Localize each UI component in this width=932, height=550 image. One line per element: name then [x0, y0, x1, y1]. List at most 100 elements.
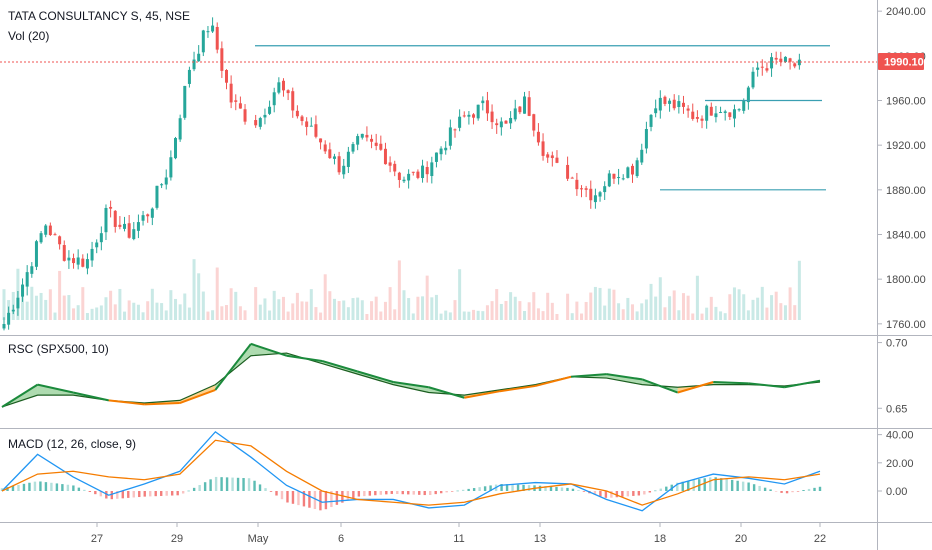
macd-label[interactable]: MACD (12, 26, close, 9)	[8, 437, 136, 451]
price-pane[interactable]	[2, 17, 831, 331]
candle-body	[434, 152, 438, 162]
volume-bar	[76, 305, 80, 320]
symbol-label[interactable]: TATA CONSULTANCY S, 45, NSE	[8, 9, 190, 23]
candle-body	[797, 59, 801, 66]
time-axis[interactable]: 27 29 May 6 11 13 18 20 22	[91, 522, 826, 545]
macd-histogram-bar	[346, 491, 350, 501]
macd-histogram-bar	[44, 482, 48, 491]
rsc-line-segment	[535, 375, 572, 387]
candle-body	[672, 99, 676, 109]
volume-bar	[458, 269, 462, 320]
candle-body	[136, 222, 140, 231]
candle-body	[201, 30, 205, 53]
candle-body	[476, 104, 480, 119]
volume-bar	[104, 297, 108, 320]
volume-label[interactable]: Vol (20)	[8, 29, 49, 43]
candle-body	[141, 215, 145, 221]
candle-body	[719, 111, 723, 113]
macd-axis[interactable]: 40.00 20.00 0.00	[877, 430, 914, 498]
candle-body	[481, 100, 485, 104]
price-axis-label: 1920.00	[886, 140, 926, 152]
macd-histogram-bar	[88, 491, 92, 492]
volume-bar	[677, 310, 681, 320]
rsc-pane[interactable]	[1, 342, 821, 408]
macd-histogram-bar	[77, 487, 81, 491]
candle-body	[81, 258, 85, 267]
volume-bar	[425, 275, 429, 320]
candle-body	[728, 112, 732, 117]
volume-bar	[476, 310, 480, 320]
macd-histogram-bar	[450, 491, 454, 492]
macd-histogram-bar	[313, 491, 317, 510]
volume-bar	[566, 293, 570, 320]
volume-bar	[541, 311, 545, 320]
candle-body	[243, 109, 247, 122]
macd-histogram-bar	[549, 486, 553, 491]
macd-histogram-bar	[264, 488, 267, 491]
macd-histogram-bar	[50, 482, 53, 491]
candle-body	[580, 188, 584, 190]
volume-bar	[183, 293, 187, 320]
current-price-tag: 1990.10	[884, 57, 924, 69]
macd-histogram-bar	[396, 491, 399, 494]
macd-histogram-bar	[160, 491, 163, 496]
volume-bar	[136, 304, 140, 320]
candle-body	[788, 58, 792, 62]
volume-bar	[81, 287, 85, 320]
candle-body	[123, 223, 127, 229]
macd-histogram-bar	[154, 491, 157, 497]
macd-histogram-bar	[758, 485, 761, 491]
macd-histogram-bar	[785, 491, 789, 494]
volume-bar	[388, 287, 392, 320]
volume-bar	[411, 313, 415, 320]
macd-histogram-bar	[439, 491, 443, 494]
volume-bar	[295, 292, 299, 320]
macd-histogram-bar	[445, 491, 448, 493]
volume-bar	[300, 301, 304, 320]
volume-bar	[123, 311, 127, 320]
volume-bar	[238, 306, 242, 320]
candle-body	[44, 225, 48, 235]
candle-body	[67, 257, 71, 261]
macd-histogram-bar	[275, 491, 278, 496]
candle-body	[593, 195, 597, 203]
rsc-label[interactable]: RSC (SPX500, 10)	[8, 342, 109, 356]
macd-histogram-bar	[390, 491, 393, 494]
volume-bar	[319, 312, 323, 320]
candle-body	[220, 48, 224, 71]
candle-body	[351, 144, 355, 152]
rsc-line-segment	[641, 378, 679, 394]
volume-bar	[164, 310, 168, 320]
macd-histogram-bar	[511, 484, 514, 491]
macd-histogram-bar	[22, 483, 26, 491]
macd-histogram-bar	[527, 485, 531, 491]
volume-bar	[774, 291, 778, 320]
macd-histogram-bar	[297, 491, 300, 506]
rsc-line-segment	[144, 402, 180, 406]
volume-bar	[337, 301, 341, 320]
volume-bar	[593, 286, 597, 320]
candle-body	[323, 144, 327, 152]
volume-bar	[328, 291, 332, 320]
macd-histogram-bar	[258, 484, 262, 491]
volume-bar	[681, 293, 685, 320]
macd-histogram-bar	[818, 486, 822, 491]
volume-bar	[751, 299, 755, 320]
rsc-fill-segment	[606, 374, 643, 385]
candle-body	[263, 114, 267, 118]
macd-histogram-bar	[94, 491, 97, 495]
rsc-line-segment	[606, 373, 643, 381]
macd-histogram-bar	[280, 491, 284, 500]
volume-bar	[504, 300, 508, 320]
rsc-axis[interactable]: 0.70 0.65	[877, 338, 907, 416]
macd-pane[interactable]	[0, 430, 822, 512]
candle-body	[34, 241, 38, 267]
volume-bar	[654, 296, 658, 320]
macd-histogram-bar	[643, 491, 646, 495]
candle-body	[332, 156, 336, 159]
candle-body	[295, 110, 299, 117]
rsc-axis-label: 0.65	[886, 403, 907, 415]
volume-bar	[201, 291, 205, 320]
candle-body	[169, 157, 173, 178]
candle-body	[53, 234, 57, 236]
